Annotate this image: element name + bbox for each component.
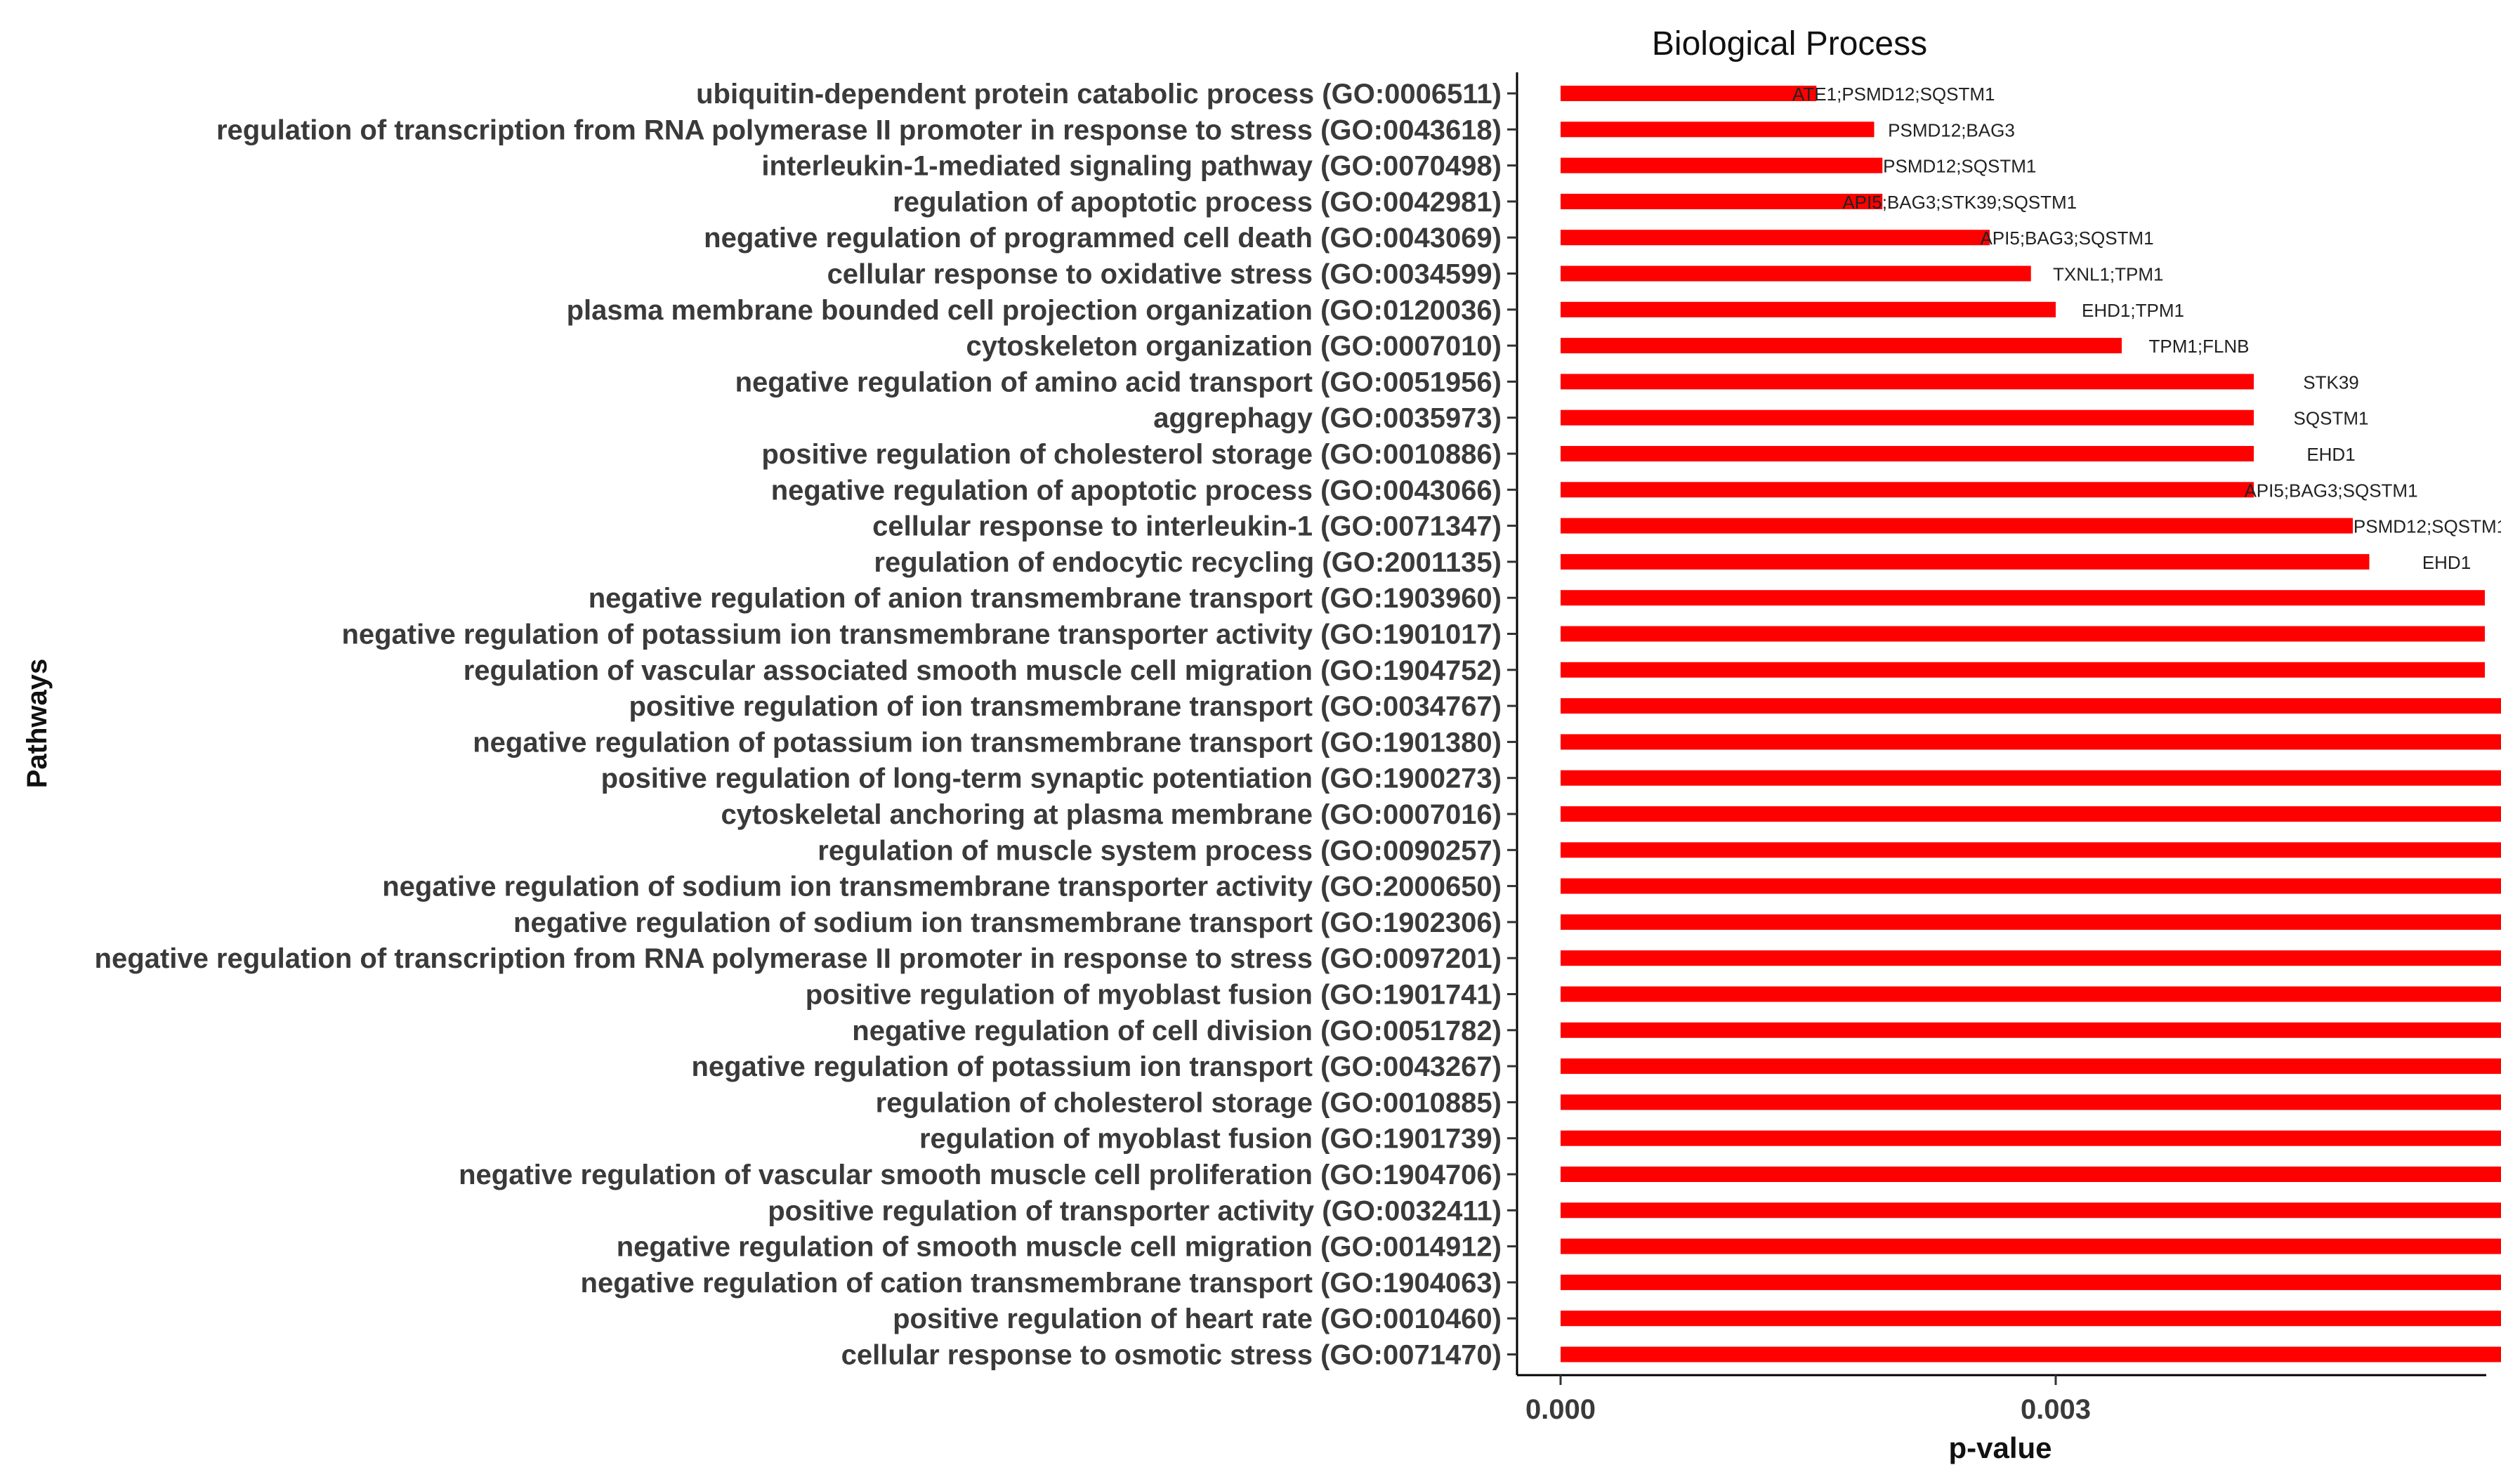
gene-label: TXNL1;TPM1 xyxy=(2053,264,2164,285)
bar xyxy=(1561,122,1875,138)
category-label: ubiquitin-dependent protein catabolic pr… xyxy=(696,79,1502,110)
bar xyxy=(1561,1167,2501,1182)
category-label: regulation of apoptotic process (GO:0042… xyxy=(893,187,1502,218)
category-label: interleukin-1-mediated signaling pathway… xyxy=(761,151,1502,182)
category-label: plasma membrane bounded cell projection … xyxy=(567,295,1502,326)
bar xyxy=(1561,230,1990,246)
x-axis-title: p-value xyxy=(1948,1431,2052,1464)
category-label: aggrephagy (GO:0035973) xyxy=(1153,403,1502,434)
bar xyxy=(1561,950,2501,966)
category-label: negative regulation of smooth muscle cel… xyxy=(617,1232,1502,1263)
bar xyxy=(1561,193,1883,209)
category-label: negative regulation of potassium ion tra… xyxy=(341,619,1502,650)
plot-area: ubiquitin-dependent protein catabolic pr… xyxy=(95,72,2501,1425)
bar xyxy=(1561,1311,2501,1327)
bar xyxy=(1561,878,2501,894)
bar xyxy=(1561,338,2122,354)
bar xyxy=(1561,806,2501,822)
gene-label: EHD1 xyxy=(2306,444,2355,465)
category-label: cellular response to osmotic stress (GO:… xyxy=(841,1340,1502,1371)
category-label: negative regulation of cation transmembr… xyxy=(581,1268,1502,1299)
bar xyxy=(1561,1202,2501,1219)
bar xyxy=(1561,1094,2501,1110)
bar xyxy=(1561,914,2501,930)
bar xyxy=(1561,1346,2501,1362)
category-label: negative regulation of programmed cell d… xyxy=(704,223,1502,254)
chart-title: Biological Process xyxy=(1652,25,1927,63)
bar xyxy=(1561,1238,2501,1254)
bar xyxy=(1561,86,1817,101)
bar xyxy=(1561,301,2056,317)
category-label: negative regulation of amino acid transp… xyxy=(735,367,1502,398)
gene-label: API5;BAG3;SQSTM1 xyxy=(2244,480,2417,501)
category-label: negative regulation of vascular smooth m… xyxy=(459,1160,1502,1190)
bar xyxy=(1561,157,1883,173)
category-label: regulation of muscle system process (GO:… xyxy=(818,835,1502,866)
bar xyxy=(1561,662,2485,678)
bar xyxy=(1561,446,2254,461)
x-tick-label: 0.000 xyxy=(1525,1394,1596,1425)
category-label: positive regulation of heart rate (GO:00… xyxy=(893,1304,1502,1334)
bar xyxy=(1561,374,2254,390)
category-label: negative regulation of apoptotic process… xyxy=(771,475,1502,506)
category-label: negative regulation of transcription fro… xyxy=(95,943,1502,974)
bar xyxy=(1561,265,2031,282)
bar xyxy=(1561,553,2370,570)
category-label: negative regulation of potassium ion tra… xyxy=(691,1051,1502,1082)
x-tick-label: 0.003 xyxy=(2021,1394,2091,1425)
category-label: positive regulation of ion transmembrane… xyxy=(629,691,1502,722)
category-label: negative regulation of anion transmembra… xyxy=(589,583,1502,614)
bar xyxy=(1561,1130,2501,1146)
category-label: positive regulation of cholesterol stora… xyxy=(761,439,1502,470)
category-label: negative regulation of sodium ion transm… xyxy=(513,907,1502,938)
category-label: regulation of cholesterol storage (GO:00… xyxy=(876,1087,1502,1118)
bar xyxy=(1561,1022,2501,1038)
bar xyxy=(1561,1058,2501,1075)
category-label: positive regulation of long-term synapti… xyxy=(601,763,1502,794)
gene-label: EHD1;TPM1 xyxy=(2082,300,2184,321)
gene-label: PSMD12;SQSTM1 xyxy=(2354,516,2501,537)
category-label: negative regulation of sodium ion transm… xyxy=(382,872,1502,902)
gene-label: TPM1;FLNB xyxy=(2148,336,2249,357)
gene-label: PSMD12;BAG3 xyxy=(1888,119,2015,140)
y-axis-title: Pathways xyxy=(22,659,53,789)
bar xyxy=(1561,842,2501,858)
category-label: regulation of vascular associated smooth… xyxy=(464,655,1502,686)
bar xyxy=(1561,770,2501,786)
bar xyxy=(1561,986,2501,1002)
gene-label: API5;BAG3;STK39;SQSTM1 xyxy=(1842,192,2077,213)
category-label: negative regulation of potassium ion tra… xyxy=(473,727,1502,758)
gene-label: STK39 xyxy=(2303,372,2359,393)
bar xyxy=(1561,626,2485,642)
category-label: cytoskeletal anchoring at plasma membran… xyxy=(721,799,1502,830)
gene-label: SQSTM1 xyxy=(2294,408,2369,429)
gene-label: API5;BAG3;SQSTM1 xyxy=(1980,228,2153,249)
category-label: negative regulation of cell division (GO… xyxy=(852,1016,1502,1046)
bar xyxy=(1561,734,2501,750)
category-label: regulation of transcription from RNA pol… xyxy=(216,114,1502,145)
bar xyxy=(1561,482,2254,498)
category-label: cytoskeleton organization (GO:0007010) xyxy=(966,331,1502,362)
gene-label: ATE1;PSMD12;SQSTM1 xyxy=(1792,84,1995,105)
bar xyxy=(1561,1274,2501,1290)
bar xyxy=(1561,409,2254,426)
gene-label: PSMD12;SQSTM1 xyxy=(1883,156,2036,177)
bar xyxy=(1561,590,2485,606)
bar xyxy=(1561,518,2353,534)
category-label: cellular response to interleukin-1 (GO:0… xyxy=(872,511,1502,542)
category-label: positive regulation of myoblast fusion (… xyxy=(806,980,1502,1011)
category-label: regulation of endocytic recycling (GO:20… xyxy=(874,547,1502,578)
category-label: regulation of myoblast fusion (GO:190173… xyxy=(919,1124,1502,1155)
category-label: cellular response to oxidative stress (G… xyxy=(827,259,1502,290)
gene-label: EHD1 xyxy=(2422,552,2471,573)
bar xyxy=(1561,698,2501,714)
category-label: positive regulation of transporter activ… xyxy=(768,1195,1502,1226)
